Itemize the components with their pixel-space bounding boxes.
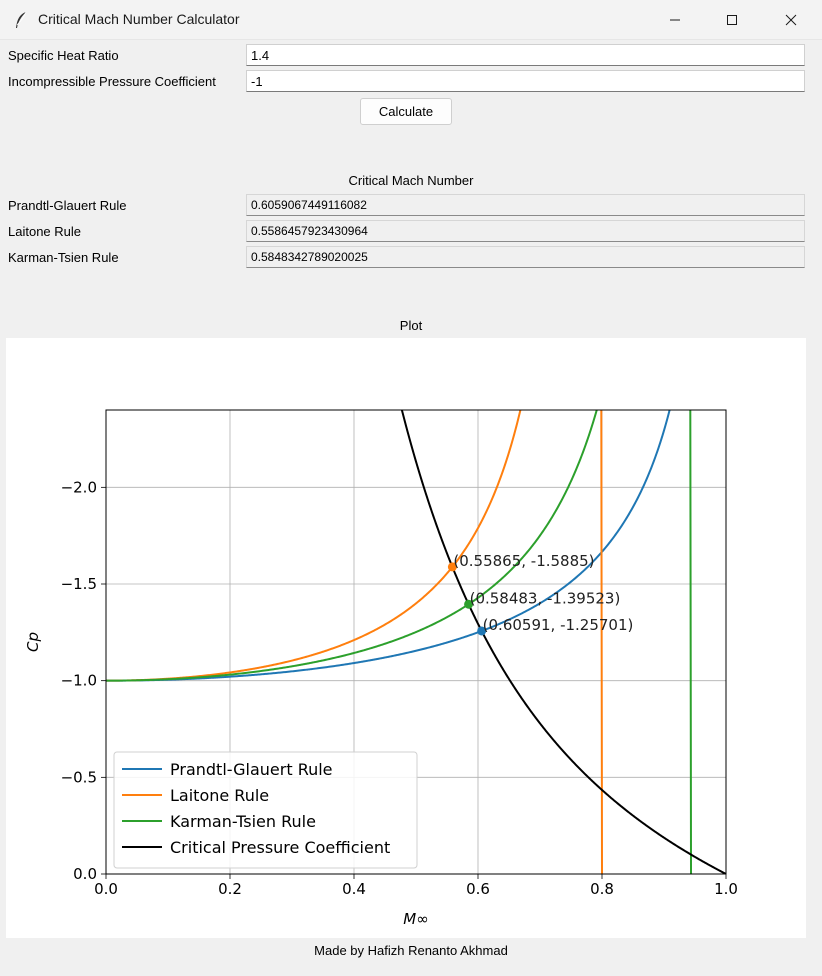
legend-label: Laitone Rule [170,786,269,805]
point-annotation: (0.58483, -1.39523) [470,589,621,607]
intersection-point [477,626,487,636]
y-tick-label: −1.0 [61,672,97,690]
legend-box [113,751,418,869]
cp0-label: Incompressible Pressure Coefficient [8,74,216,89]
minimize-button[interactable] [646,0,704,39]
intersection-point [464,599,474,609]
legend-label: Prandtl-Glauert Rule [170,760,333,779]
y-tick-label: 0.0 [73,865,97,883]
x-tick-label: 0.8 [590,880,614,898]
series-line [106,410,671,682]
plot-canvas: (0.55865, -1.5885) (0.58483, -1.39523) (0.… [6,338,806,938]
y-tick-label: −2.0 [61,478,97,496]
pg-label: Prandtl-Glauert Rule [8,198,127,213]
x-tick-label: 0.4 [342,880,366,898]
series-line [400,410,726,874]
intersection-point [447,562,457,572]
x-tick-label: 0.0 [94,880,118,898]
y-tick-label: −0.5 [61,768,97,786]
results-heading: Critical Mach Number [348,173,474,188]
title-bar: Critical Mach Number Calculator [0,0,822,40]
kt-label: Karman-Tsien Rule [8,250,119,265]
y-tick-label: −1.5 [61,575,97,593]
point-annotation: (0.55865, -1.5885) [453,552,594,570]
feather-icon [16,11,27,28]
footer-credit: Made by Hafizh Renanto Akhmad [314,943,508,958]
window-title: Critical Mach Number Calculator [38,11,240,27]
axes-frame [105,409,727,875]
y-axis-label: Cp [24,632,42,652]
close-button[interactable] [762,0,820,39]
x-axis-label: M∞ [403,910,428,928]
legend-label: Karman-Tsien Rule [170,812,316,831]
laitone-output: 0.5586457923430964 [246,220,805,242]
pg-output: 0.6059067449116082 [246,194,805,216]
maximize-button[interactable] [703,0,761,39]
legend-label: Critical Pressure Coefficient [170,838,390,857]
point-annotation: (0.60591, -1.25701) [483,616,634,634]
laitone-label: Laitone Rule [8,224,81,239]
calculate-button[interactable]: Calculate [360,98,452,125]
maximize-icon [727,14,737,25]
kt-output: 0.5848342789020025 [246,246,805,268]
gamma-label: Specific Heat Ratio [8,48,119,63]
series-line [106,410,604,874]
x-tick-label: 0.2 [218,880,242,898]
x-tick-label: 1.0 [714,880,738,898]
plot-heading: Plot [399,318,423,333]
cp0-input[interactable]: -1 [246,70,805,92]
gamma-input[interactable]: 1.4 [246,44,805,66]
x-tick-label: 0.6 [466,880,490,898]
minimize-icon [670,19,680,20]
cp-vs-mach-chart: (0.55865, -1.5885) (0.58483, -1.39523) (0.… [24,409,738,928]
close-icon [785,14,797,25]
series-line [106,410,693,874]
